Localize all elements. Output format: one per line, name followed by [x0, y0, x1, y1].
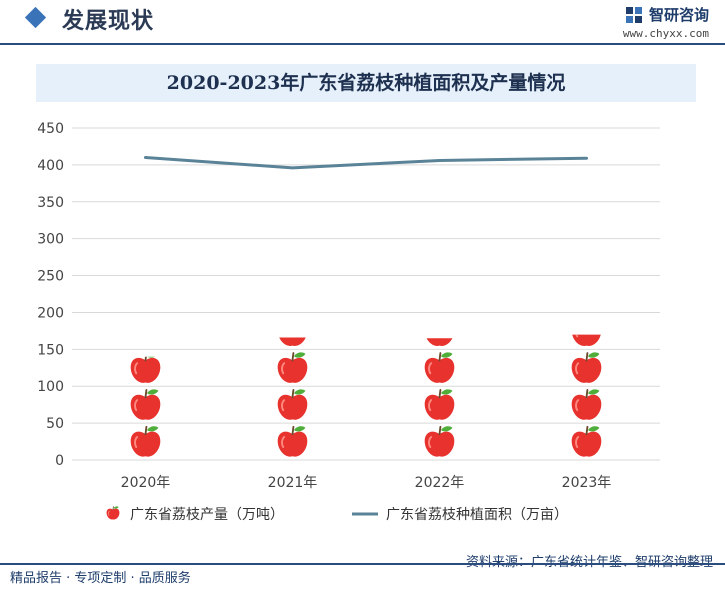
- footer-divider: [0, 563, 725, 565]
- production-bar: [129, 356, 162, 458]
- apple-icon: [276, 351, 309, 384]
- y-tick-label: 450: [37, 121, 64, 137]
- apple-icon: [276, 425, 309, 458]
- area-line: [144, 156, 588, 170]
- apple-icon: [570, 334, 603, 347]
- y-tick-label: 400: [37, 158, 64, 174]
- y-tick-label: 0: [55, 453, 64, 469]
- legend-apple-icon: [106, 505, 120, 521]
- x-tick-label: 2023年: [562, 475, 612, 491]
- apple-icon: [129, 425, 162, 458]
- header-divider: [0, 43, 725, 45]
- y-tick-label: 150: [37, 342, 64, 358]
- y-tick-label: 250: [37, 269, 64, 285]
- apple-icon: [276, 388, 309, 421]
- section-title: 发展现状: [62, 9, 155, 34]
- apple-icon: [570, 351, 603, 384]
- area-point: [144, 156, 147, 159]
- area-point: [291, 166, 294, 170]
- y-tick-label: 200: [37, 305, 64, 321]
- apple-icon: [423, 338, 456, 347]
- x-tick-label: 2022年: [415, 475, 465, 491]
- source-note: 资料来源：广东省统计年鉴、智研咨询整理: [466, 551, 713, 570]
- y-tick-label: 300: [37, 232, 64, 248]
- apple-icon: [423, 388, 456, 421]
- apple-icon: [276, 337, 309, 347]
- page-header: 发展现状 智研咨询 www.chyxx.com: [0, 0, 725, 45]
- brand-name: 智研咨询: [648, 6, 709, 24]
- legend-label-area: 广东省荔枝种植面积（万亩）: [386, 506, 568, 523]
- area-point: [585, 157, 588, 160]
- chart-title-band: 2020-2023年广东省荔枝种植面积及产量情况: [36, 64, 696, 102]
- y-tick-label: 350: [37, 195, 64, 211]
- apple-icon: [423, 351, 456, 384]
- apple-icon: [129, 388, 162, 421]
- brand-logo-icon: [625, 6, 642, 23]
- apple-icon: [570, 388, 603, 421]
- chart: 0 50 100 150 200 250 300 350 400 450 2020年 2021年 202…: [37, 121, 660, 523]
- x-tick-label: 2020年: [121, 475, 171, 491]
- apple-icon: [423, 425, 456, 458]
- x-tick-label: 2021年: [268, 475, 318, 491]
- apple-icon: [570, 425, 603, 458]
- brand-url[interactable]: www.chyxx.com: [622, 27, 709, 40]
- footer-tagline: 精品报告 · 专项定制 · 品质服务: [10, 571, 191, 586]
- brand: 智研咨询 www.chyxx.com: [623, 4, 709, 40]
- y-tick-label: 50: [46, 416, 64, 432]
- apple-icon: [129, 356, 162, 384]
- legend-label-production: 广东省荔枝产量（万吨）: [130, 507, 284, 523]
- y-tick-label: 100: [37, 379, 64, 395]
- area-point: [438, 159, 441, 162]
- chart-title: 2020-2023年广东省荔枝种植面积及产量情况: [166, 72, 566, 94]
